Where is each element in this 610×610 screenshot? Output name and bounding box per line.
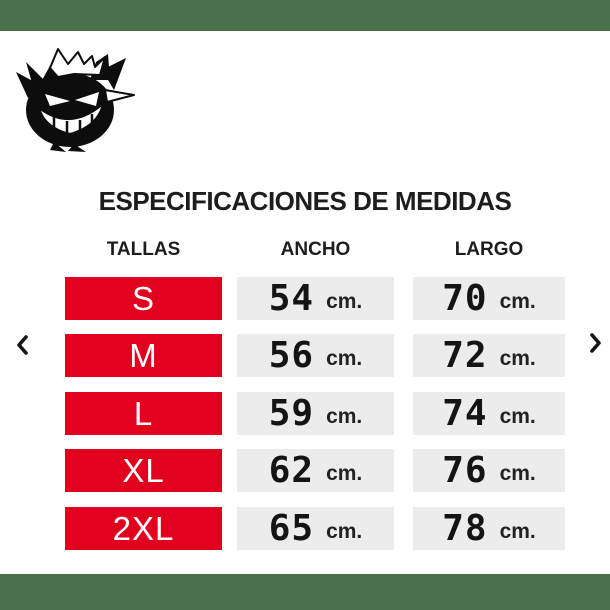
table-row: S 54 cm. 70 cm. [0, 277, 610, 320]
size-badge: M [65, 334, 222, 377]
column-header-ancho: ANCHO [280, 239, 351, 260]
unit-label: cm. [499, 346, 536, 370]
ancho-value-cell: 62 cm. [237, 449, 394, 492]
table-row: XL 62 cm. 76 cm. [0, 449, 610, 492]
unit-label: cm. [499, 289, 536, 313]
table-row: L 59 cm. 74 cm. [0, 392, 610, 435]
top-green-strip [0, 0, 610, 31]
carousel-next-button[interactable] [586, 331, 604, 355]
largo-value: 76 [442, 450, 488, 491]
ancho-value: 54 [268, 278, 315, 319]
ancho-value: 65 [268, 508, 315, 549]
size-badge: XL [65, 449, 222, 492]
largo-value-cell: 76 cm. [413, 449, 565, 492]
size-badge: 2XL [65, 507, 222, 550]
table-row: M 56 cm. 72 cm. [0, 334, 610, 377]
largo-value: 74 [442, 393, 488, 434]
largo-value-cell: 70 cm. [413, 277, 565, 320]
ancho-value: 62 [268, 450, 315, 491]
unit-label: cm. [499, 519, 536, 543]
largo-value: 78 [442, 508, 488, 549]
ancho-value-cell: 59 cm. [237, 392, 394, 435]
unit-label: cm. [326, 461, 363, 485]
largo-value-cell: 78 cm. [413, 507, 565, 550]
table-row: 2XL 65 cm. 78 cm. [0, 507, 610, 550]
carousel-prev-button[interactable] [14, 333, 32, 357]
bottom-green-strip [0, 574, 610, 610]
unit-label: cm. [326, 346, 363, 370]
largo-value-cell: 72 cm. [413, 334, 565, 377]
size-badge: L [65, 392, 222, 435]
size-badge: S [65, 277, 222, 320]
column-header-tallas: TALLAS [106, 239, 181, 260]
unit-label: cm. [326, 404, 363, 428]
ancho-value: 56 [268, 335, 315, 376]
gengar-logo-icon [12, 44, 136, 152]
largo-value-cell: 74 cm. [413, 392, 565, 435]
ancho-value-cell: 56 cm. [237, 334, 394, 377]
ancho-value-cell: 54 cm. [237, 277, 394, 320]
page-title: ESPECIFICACIONES DE MEDIDAS [98, 186, 512, 216]
largo-value: 72 [442, 335, 488, 376]
ancho-value-cell: 65 cm. [237, 507, 394, 550]
column-header-largo: LARGO [454, 239, 524, 260]
unit-label: cm. [326, 289, 363, 313]
unit-label: cm. [326, 519, 363, 543]
unit-label: cm. [499, 404, 536, 428]
largo-value: 70 [442, 278, 488, 319]
chevron-left-icon [14, 333, 32, 357]
ancho-value: 59 [268, 393, 315, 434]
unit-label: cm. [499, 461, 536, 485]
chevron-right-icon [586, 331, 604, 355]
